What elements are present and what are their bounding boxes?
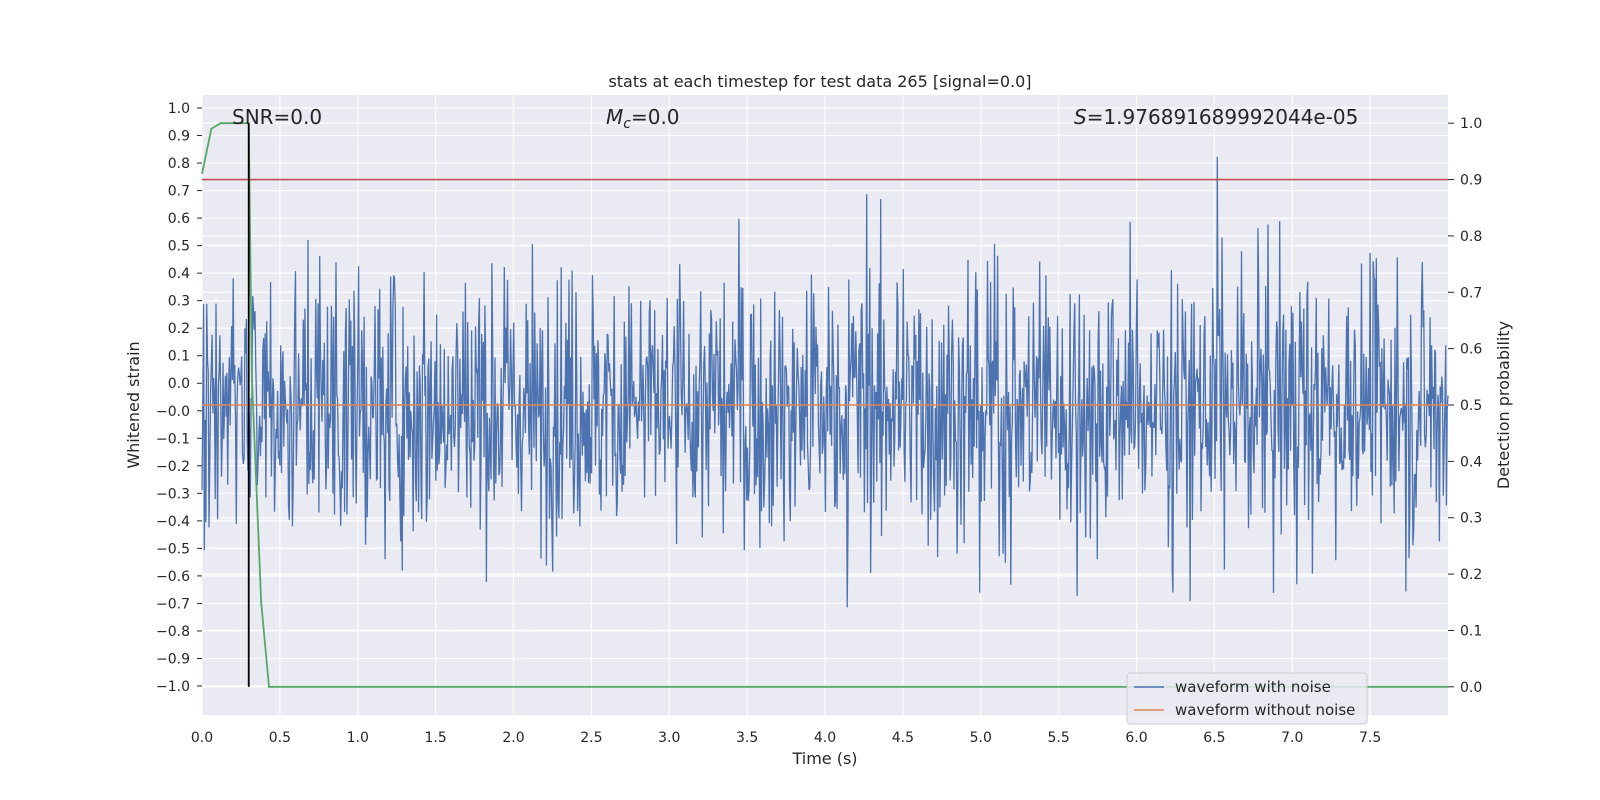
y-tick-label: −0.6 [156,569,190,585]
legend-label-clean: waveform without noise [1175,701,1355,719]
y-tick-label: −0.0 [156,404,190,420]
y2-tick-label: 0.4 [1460,454,1482,470]
x-tick-label: 2.0 [502,730,524,746]
y-tick-label: 0.4 [168,266,190,282]
y-tick-label: 1.0 [168,101,190,117]
x-tick-label: 5.0 [970,730,992,746]
y-tick-label: −0.9 [156,651,190,667]
y-tick-label: 0.3 [168,294,190,310]
y2-tick-label: 0.5 [1460,398,1482,414]
y-tick-label: −0.5 [156,541,190,557]
y2-tick-label: 0.0 [1460,680,1482,696]
series-detection-probability [201,122,1448,688]
y-tick-label: −0.1 [156,431,190,447]
x-tick-label: 5.5 [1047,730,1069,746]
y-tick-label: −0.8 [156,624,190,640]
chirp-mass-symbol: M [606,105,623,129]
s-annotation: S=1.976891689992044e-05 [1074,105,1358,129]
x-tick-label: 1.5 [424,730,446,746]
y-tick-label: −1.0 [156,679,190,695]
y-tick-label: 0.6 [168,211,190,227]
chart-title: stats at each timestep for test data 265… [608,72,1031,91]
y-axis-label: Whitened strain [124,341,143,468]
y-tick-label: 0.7 [168,184,190,200]
chirp-mass-subscript: c [623,116,631,132]
x-tick-label: 6.5 [1203,730,1225,746]
y-tick-label: −0.4 [156,514,190,530]
y2-tick-label: 0.8 [1460,229,1482,245]
x-tick-label: 4.5 [892,730,914,746]
chirp-mass-value: =0.0 [631,105,680,129]
legend: waveform with noise waveform without noi… [1126,672,1368,725]
x-tick-label: 0.5 [269,730,291,746]
y2-tick-label: 1.0 [1460,116,1482,132]
x-axis-label: Time (s) [791,749,857,768]
line-detection-probability [201,122,1448,688]
x-tick-label: 2.5 [580,730,602,746]
y-tick-label: 0.8 [168,156,190,172]
y2-tick-label: 0.2 [1460,567,1482,583]
y2-axis-ticks: 1.0 0.9 0.8 0.7 0.6 0.5 0.4 0.3 0.2 0.1 0.0 [1448,116,1482,696]
series-waveform-with-noise [201,156,1449,608]
x-tick-label: 6.0 [1125,730,1147,746]
x-tick-label: 4.0 [814,730,836,746]
y-tick-label: −0.2 [156,459,190,475]
y-tick-label: 0.1 [168,349,190,365]
x-tick-label: 7.0 [1281,730,1303,746]
line-waveform-with-noise [201,156,1449,608]
y-tick-label: 0.5 [168,239,190,255]
x-tick-label: 3.0 [658,730,680,746]
x-tick-label: 3.5 [736,730,758,746]
legend-label-noise: waveform with noise [1175,678,1331,696]
snr-annotation: SNR=0.0 [232,105,322,129]
y2-tick-label: 0.7 [1460,285,1482,301]
chirp-mass-annotation: Mc=0.0 [606,105,680,132]
x-tick-label: 0.0 [191,730,213,746]
x-tick-label: 1.0 [347,730,369,746]
y2-tick-label: 0.6 [1460,342,1482,358]
s-symbol: S [1074,105,1087,129]
x-axis-ticks: 0.0 0.5 1.0 1.5 2.0 2.5 3.0 3.5 4.0 4.5 5.0 5.5 6.0 6… [191,730,1381,746]
y2-tick-label: 0.1 [1460,623,1482,639]
s-value: =1.976891689992044e-05 [1087,105,1359,129]
y-axis-ticks: 1.0 0.9 0.8 0.7 0.6 0.5 0.4 0.3 0.2 0.1 0.0 −0.0 −0.… [156,101,202,695]
y-tick-label: 0.0 [168,376,190,392]
x-tick-label: 7.5 [1359,730,1381,746]
y2-axis-label: Detection probability [1494,321,1513,489]
y2-tick-label: 0.9 [1460,173,1482,189]
y2-tick-label: 0.3 [1460,511,1482,527]
y-tick-label: 0.2 [168,321,190,337]
y-tick-label: −0.7 [156,596,190,612]
y-tick-label: −0.3 [156,486,190,502]
legend-box [1126,672,1368,725]
y-tick-label: 0.9 [168,129,190,145]
